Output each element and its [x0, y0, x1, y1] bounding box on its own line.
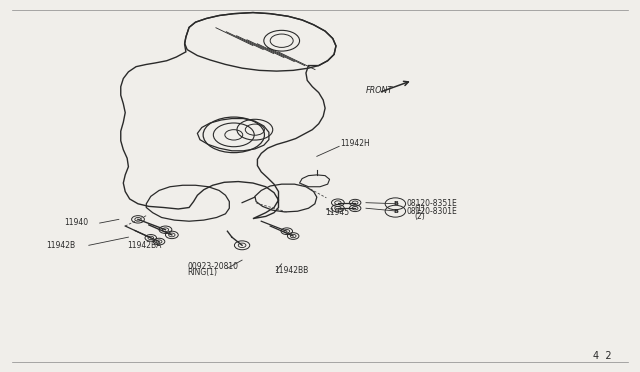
Text: FRONT: FRONT	[366, 86, 393, 95]
Text: 08120-8351E: 08120-8351E	[406, 199, 457, 208]
Text: (1): (1)	[415, 205, 425, 214]
Text: 08120-8301E: 08120-8301E	[406, 207, 457, 216]
Text: B: B	[393, 209, 398, 214]
Text: (2): (2)	[415, 212, 425, 221]
Text: 4  2: 4 2	[593, 351, 612, 361]
Text: RING(1): RING(1)	[187, 268, 217, 277]
Text: 11945: 11945	[325, 208, 349, 217]
Text: 11940: 11940	[65, 218, 89, 227]
Text: 11942BB: 11942BB	[274, 266, 308, 275]
Text: 11942B: 11942B	[47, 241, 76, 250]
Text: 00923-20810: 00923-20810	[187, 262, 238, 271]
Text: 11942H: 11942H	[340, 139, 370, 148]
Text: B: B	[393, 201, 398, 206]
Text: 11942BA: 11942BA	[127, 241, 161, 250]
